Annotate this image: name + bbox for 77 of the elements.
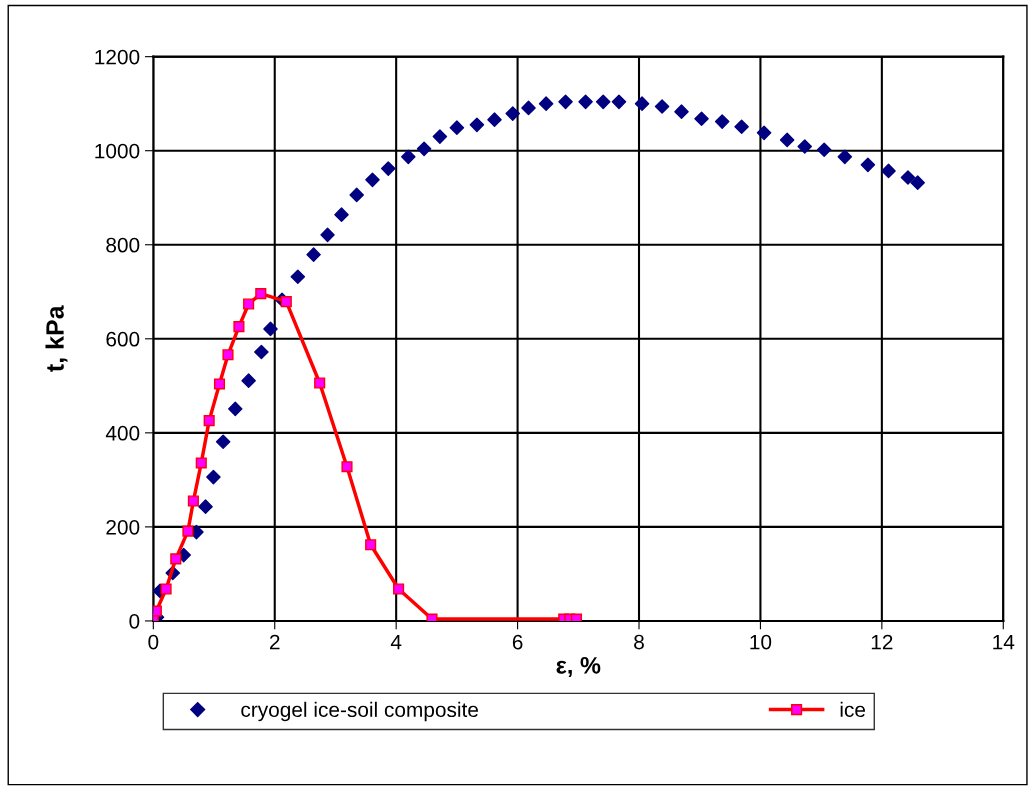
point bbox=[779, 132, 795, 148]
point bbox=[222, 349, 234, 361]
point bbox=[756, 125, 772, 141]
point bbox=[233, 321, 245, 333]
point bbox=[505, 106, 521, 121]
point bbox=[306, 247, 321, 262]
point bbox=[203, 415, 215, 427]
point bbox=[349, 187, 364, 203]
y-tick-label: 800 bbox=[106, 237, 140, 253]
x-tick-label: 2 bbox=[270, 634, 280, 650]
point bbox=[198, 499, 213, 514]
point bbox=[314, 377, 326, 389]
y-tick-label: 200 bbox=[106, 519, 140, 535]
point bbox=[611, 94, 627, 110]
x-tick-label: 14 bbox=[993, 634, 1015, 650]
point bbox=[380, 161, 396, 176]
point bbox=[263, 321, 278, 337]
point bbox=[654, 99, 670, 114]
y-axis-title: t, kPa bbox=[45, 305, 68, 372]
point bbox=[432, 129, 448, 144]
point bbox=[416, 141, 432, 157]
point bbox=[320, 227, 335, 243]
point bbox=[538, 96, 554, 111]
point bbox=[469, 117, 485, 133]
point bbox=[365, 172, 380, 188]
x-tick-label: 0 bbox=[148, 634, 159, 650]
point bbox=[521, 100, 536, 116]
point bbox=[487, 112, 502, 127]
point bbox=[816, 142, 832, 158]
x-tick-label: 6 bbox=[512, 634, 523, 650]
point bbox=[365, 539, 377, 551]
point bbox=[860, 157, 876, 173]
point bbox=[195, 457, 207, 469]
y-tick-label: 1200 bbox=[95, 49, 140, 65]
point bbox=[694, 111, 709, 127]
point bbox=[558, 94, 573, 110]
point bbox=[182, 525, 194, 537]
x-tick-label: 10 bbox=[750, 634, 772, 650]
point bbox=[243, 298, 255, 310]
point bbox=[900, 170, 916, 185]
point bbox=[578, 94, 593, 110]
point bbox=[215, 434, 231, 450]
legend-label: ice bbox=[840, 701, 866, 718]
point bbox=[910, 175, 925, 190]
point bbox=[170, 553, 182, 565]
y-tick-label: 1000 bbox=[95, 143, 140, 159]
point bbox=[449, 120, 465, 135]
point bbox=[255, 288, 267, 300]
point bbox=[254, 344, 269, 360]
point bbox=[227, 401, 243, 417]
x-axis-title: ε, % bbox=[556, 657, 601, 678]
y-tick-label: 400 bbox=[105, 425, 140, 441]
point bbox=[206, 469, 221, 485]
point bbox=[634, 96, 650, 111]
point bbox=[837, 149, 853, 165]
point bbox=[714, 114, 730, 129]
point bbox=[393, 583, 405, 595]
legend-label: cryogel ice-soil composite bbox=[241, 701, 478, 722]
point bbox=[160, 583, 172, 595]
x-tick-label: 12 bbox=[871, 634, 893, 650]
point bbox=[241, 373, 256, 388]
point bbox=[290, 269, 306, 285]
point bbox=[341, 461, 353, 473]
point bbox=[734, 119, 749, 135]
point bbox=[797, 139, 813, 154]
y-tick-label: 0 bbox=[129, 613, 140, 629]
point bbox=[674, 104, 689, 119]
x-tick-label: 8 bbox=[634, 634, 644, 650]
point bbox=[334, 207, 349, 222]
point bbox=[280, 296, 292, 308]
point bbox=[213, 378, 226, 390]
x-tick-label: 4 bbox=[390, 634, 402, 650]
point bbox=[401, 149, 416, 165]
point bbox=[187, 495, 199, 507]
point bbox=[881, 163, 896, 179]
point bbox=[595, 94, 611, 110]
y-tick-label: 600 bbox=[106, 331, 140, 347]
